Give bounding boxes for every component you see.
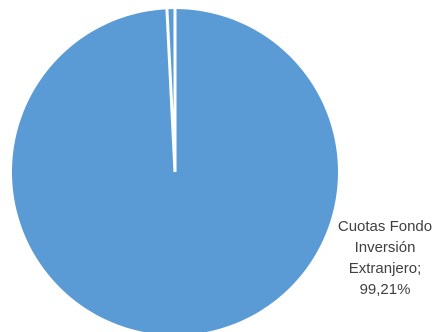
slice-1-label-line-2: Inversión <box>355 239 416 256</box>
pie-data-labels: Cuotas Fondo Inversión Extranjero; 99,21% <box>338 218 432 298</box>
slice-1-data-label: Cuotas Fondo Inversión Extranjero; 99,21% <box>338 218 432 298</box>
slice-separator-2 <box>165 9 177 173</box>
slice-1-label-line-3: Extranjero; <box>349 260 422 277</box>
pie-slices <box>12 8 338 332</box>
slice-1-label-line-1: Cuotas Fondo <box>338 218 432 235</box>
slice-1-label-line-4: 99,21% <box>360 281 411 298</box>
